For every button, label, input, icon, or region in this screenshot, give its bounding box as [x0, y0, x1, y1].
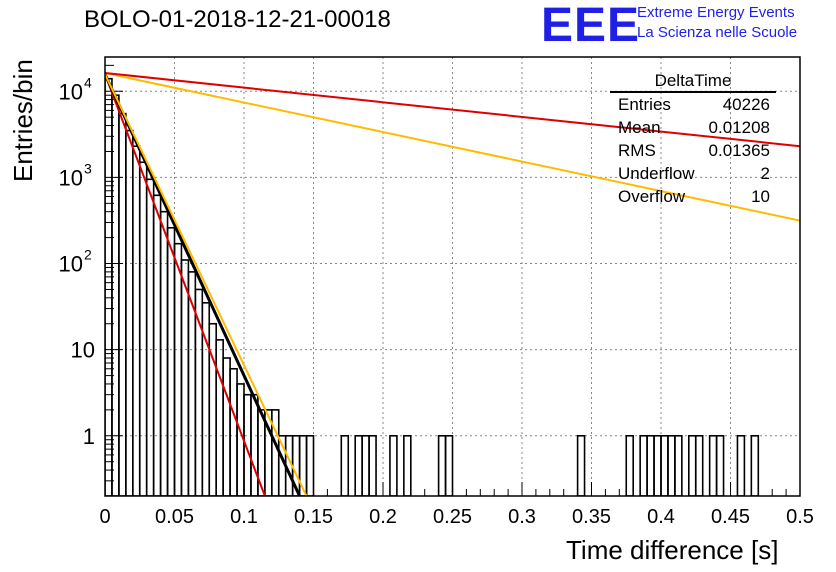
histogram-bar: [138, 161, 148, 496]
histogram-bar: [250, 393, 259, 496]
histogram-bar: [653, 434, 662, 496]
y-tick-exponent: 4: [84, 74, 92, 90]
histogram-bar: [215, 339, 224, 496]
histogram-bar: [736, 434, 746, 496]
histogram-bar: [694, 434, 704, 496]
y-tick-exponent: 3: [84, 160, 92, 176]
histogram-bar: [576, 434, 586, 496]
stats-label: Underflow: [618, 164, 695, 183]
stats-value: 0.01208: [708, 118, 770, 137]
x-tick-label: 0.1: [230, 506, 258, 528]
histogram-bar: [660, 434, 669, 496]
x-tick-label: 0: [99, 506, 110, 528]
histogram-bar: [708, 434, 718, 496]
x-tick-label: 0.05: [155, 506, 194, 528]
stats-value: 2: [760, 164, 770, 183]
logo-line-1: Extreme Energy Events: [637, 4, 795, 21]
fit-line: [105, 73, 308, 496]
stats-label: Entries: [618, 95, 671, 114]
eee-logo-mark: EEE: [541, 0, 641, 52]
y-tick-label: 1: [83, 424, 95, 449]
histogram-bar: [159, 210, 169, 496]
stats-value: 0.01365: [708, 141, 770, 160]
y-tick-label: 10: [59, 79, 83, 104]
stats-row-entries: Entries 40226: [610, 93, 776, 116]
histogram-bar: [152, 194, 162, 496]
histogram-bar: [361, 434, 370, 496]
fit-line: [105, 73, 266, 496]
stats-label: RMS: [618, 141, 656, 160]
stats-row-underflow: Underflow 2: [610, 162, 776, 185]
chart-title: BOLO-01-2018-12-21-00018: [84, 6, 391, 33]
x-axis-label: Time difference [s]: [566, 535, 779, 565]
histogram-bar: [145, 178, 155, 496]
stats-row-mean: Mean 0.01208: [610, 116, 776, 139]
fit-line: [105, 73, 301, 496]
histogram-bar: [270, 409, 280, 496]
histogram-bar: [118, 112, 127, 496]
histogram-bar: [715, 434, 725, 496]
histogram-bar: [340, 434, 350, 496]
histogram-bar: [667, 434, 676, 496]
histogram-bar: [625, 434, 634, 496]
stats-row-rms: RMS 0.01365: [610, 139, 776, 162]
stats-row-overflow: Overflow 10: [610, 185, 776, 208]
histogram-bar: [173, 242, 183, 496]
plot-frame: [104, 56, 801, 497]
y-tick-label: 10: [59, 165, 83, 190]
histogram-bar: [229, 367, 238, 496]
stats-value: 40226: [722, 95, 770, 114]
fit-line: [105, 72, 800, 222]
histogram-bar: [132, 145, 141, 496]
x-tick-label: 0.2: [369, 506, 397, 528]
histogram-bar: [639, 434, 648, 496]
x-tick-label: 0.25: [433, 506, 472, 528]
stats-label: Mean: [618, 118, 661, 137]
histogram-bar: [437, 434, 447, 496]
histogram-bar: [166, 226, 176, 496]
y-tick-label: 10: [71, 338, 95, 363]
histogram-bar: [389, 434, 398, 496]
x-tick-label: 0.5: [786, 506, 814, 528]
histogram-bar: [125, 129, 134, 496]
histogram-bar: [368, 434, 377, 496]
histogram-bar: [687, 434, 697, 496]
x-tick-label: 0.35: [572, 506, 611, 528]
x-tick-label: 0.4: [647, 506, 675, 528]
histogram-bar: [354, 434, 363, 496]
histogram-bar: [222, 357, 231, 496]
histogram-bar: [750, 434, 760, 496]
histogram-bar: [646, 434, 655, 496]
histogram-bar: [674, 434, 683, 496]
stats-value: 10: [751, 187, 770, 206]
x-tick-label: 0.3: [508, 506, 536, 528]
histogram-bar: [305, 434, 315, 496]
stats-label: Overflow: [618, 187, 686, 206]
y-tick-label: 10: [59, 252, 83, 277]
stats-box-title: DeltaTime: [610, 70, 776, 93]
x-tick-label: 0.15: [294, 506, 333, 528]
logo-line-2: La Scienza nelle Scuole: [637, 24, 798, 41]
x-tick-label: 0.45: [711, 506, 750, 528]
histogram-bar: [105, 77, 113, 496]
y-axis-label: Entries/bin: [8, 59, 38, 182]
stats-box: DeltaTime Entries 40226 Mean 0.01208 RMS…: [610, 70, 776, 208]
fit-line: [105, 72, 800, 148]
histogram-bar: [444, 434, 454, 496]
histogram-bar: [403, 434, 412, 496]
histogram-bar: [180, 259, 190, 496]
y-tick-exponent: 2: [84, 247, 92, 263]
